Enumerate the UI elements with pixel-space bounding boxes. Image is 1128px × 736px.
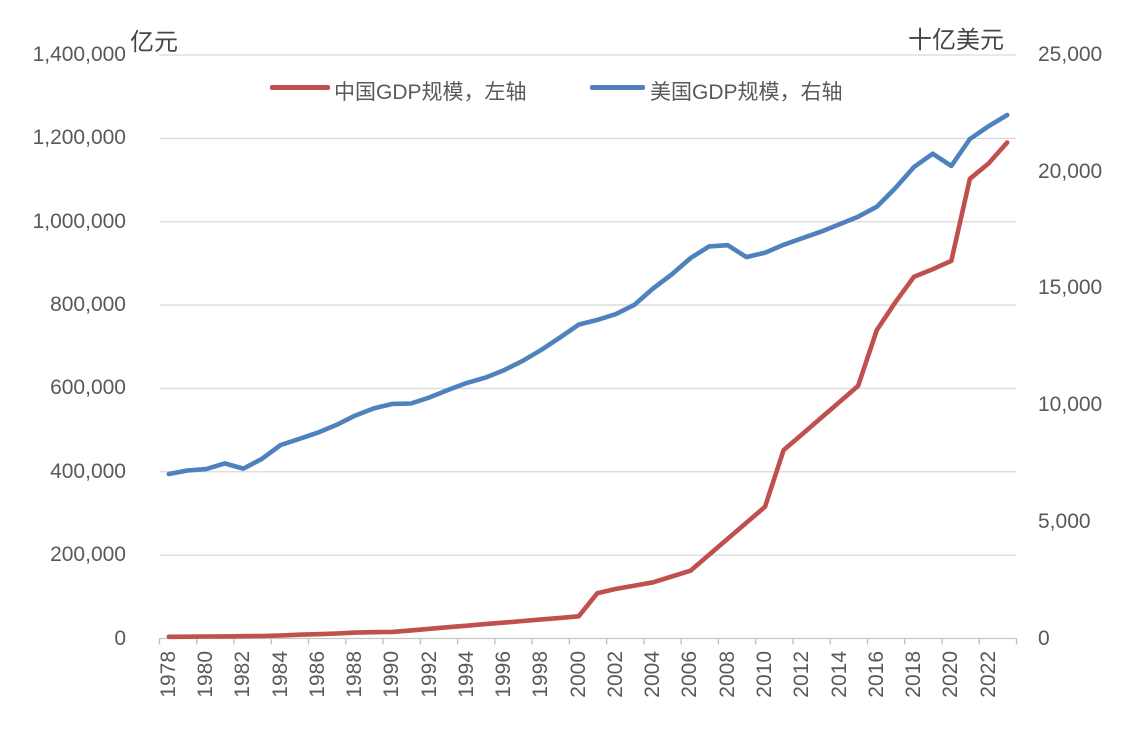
- x-axis-tick-label: 2018: [902, 651, 926, 698]
- legend-swatch-china: [270, 85, 330, 90]
- left-axis-tick-label: 0: [114, 626, 126, 650]
- legend-swatch-us: [590, 85, 645, 90]
- us-gdp-line: [166, 112, 1010, 477]
- legend-label-china: 中国GDP规模，左轴: [334, 81, 527, 104]
- left-axis-unit-label: 亿元: [130, 30, 178, 56]
- x-axis-tick-label: 1996: [492, 651, 516, 698]
- x-axis-tick-label: 1986: [305, 651, 329, 698]
- right-axis-tick-label: 10,000: [1038, 393, 1103, 417]
- x-axis-tick-label: 2004: [641, 651, 665, 698]
- x-axis-tick-label: 1992: [417, 651, 441, 698]
- left-axis-tick-label: 1,000,000: [32, 209, 126, 233]
- x-axis-tick-label: 1990: [380, 651, 404, 698]
- x-axis-tick-label: 2002: [603, 651, 627, 698]
- x-axis-tick-label: 1978: [156, 651, 180, 698]
- x-axis-tick-label: 1994: [454, 651, 478, 698]
- x-axis-tick-label: 1982: [231, 651, 255, 698]
- right-axis-tick-label: 15,000: [1038, 276, 1103, 300]
- right-axis-unit-label: 十亿美元: [908, 28, 1004, 54]
- left-axis-tick-label: 1,400,000: [32, 43, 126, 66]
- x-axis-tick-label: 1980: [194, 651, 218, 698]
- x-axis-tick-label: 2014: [827, 651, 851, 698]
- right-axis-tick-label: 5,000: [1038, 509, 1091, 533]
- x-axis-tick-label: 2000: [566, 651, 590, 698]
- left-axis-tick-label: 600,000: [50, 376, 126, 400]
- x-axis-tick-label: 2010: [752, 651, 776, 698]
- china-gdp-line: [166, 140, 1010, 640]
- left-axis-tick-label: 200,000: [50, 543, 126, 567]
- legend-label-us: 美国GDP规模，右轴: [650, 81, 843, 104]
- x-axis-tick-label: 2022: [976, 651, 1000, 698]
- x-axis-tick-label: 2012: [790, 651, 814, 698]
- x-axis-tick-label: 1998: [529, 651, 553, 698]
- left-axis-tick-label: 400,000: [50, 459, 126, 483]
- x-axis-tick-label: 2020: [939, 651, 963, 698]
- right-axis-tick-label: 25,000: [1038, 43, 1103, 66]
- x-axis-tick-label: 2006: [678, 651, 702, 698]
- x-axis-tick-label: 2016: [864, 651, 888, 698]
- right-axis-tick-label: 20,000: [1038, 159, 1103, 183]
- left-axis-tick-label: 800,000: [50, 293, 126, 317]
- right-axis-tick-label: 0: [1038, 626, 1050, 650]
- x-axis-tick-label: 1988: [343, 651, 367, 698]
- x-axis-tick-label: 1984: [268, 651, 292, 698]
- left-axis-tick-label: 1,200,000: [32, 126, 126, 150]
- x-axis-tick-label: 2008: [715, 651, 739, 698]
